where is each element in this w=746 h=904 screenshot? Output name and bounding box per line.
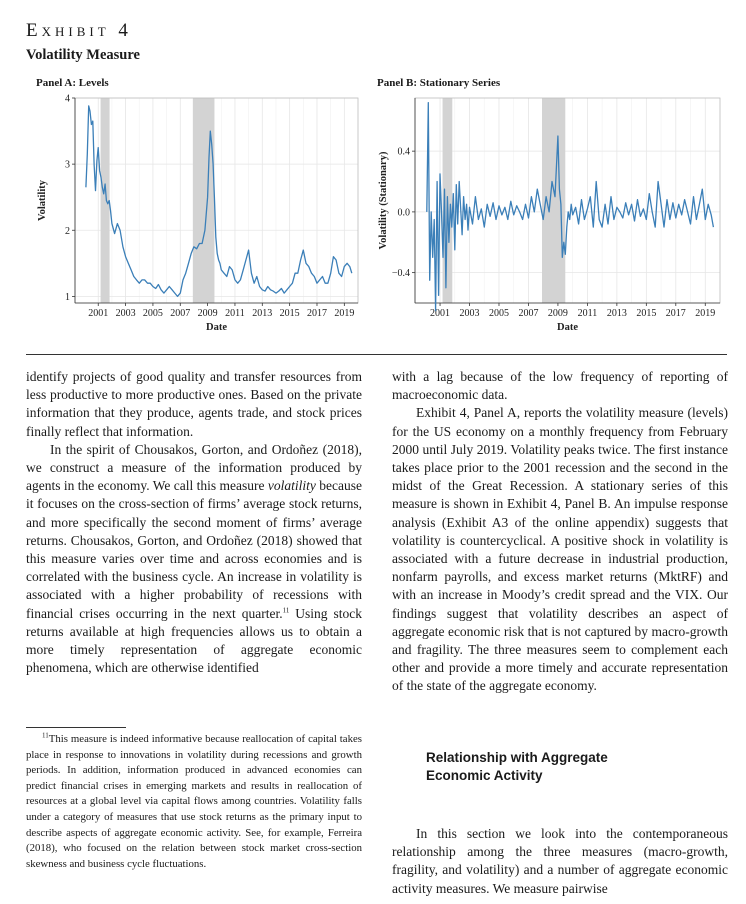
panel-a-y-tick-label: 4 [65,94,70,105]
footnote-rule [26,727,126,728]
volatility-term: volatility [267,478,316,494]
panel-b-y-tick-label: 0.4 [398,147,411,158]
panel-b-y-axis-title: Volatility (Stationary) [378,151,389,249]
panel-a-x-tick-label: 2003 [116,308,136,319]
panel-a-x-tick-label: 2013 [252,308,272,319]
panel-b-x-tick-label: 2009 [548,308,568,319]
panel-b-x-tick-label: 2003 [460,308,480,319]
panel-b-x-tick-label: 2017 [666,308,686,319]
panel-a-x-tick-label: 2011 [225,308,245,319]
panel-a-x-tick-label: 2001 [88,308,108,319]
left-column: identify projects of good quality and tr… [26,368,362,677]
panel-b-x-tick-label: 2019 [695,308,715,319]
panel-a-recession-band [100,98,110,303]
panel-b-x-tick-label: 2015 [636,308,656,319]
panel-b-recession-band [542,98,566,303]
panel-a-y-tick-label: 2 [65,226,70,237]
right-paragraph-2: Exhibit 4, Panel A, reports the volatili… [392,405,728,694]
panel-a-x-tick-label: 2009 [198,308,218,319]
panel-b-y-tick-label: 0.0 [398,207,411,218]
panel-a-series-line [85,105,353,298]
footnote-ref: 11 [282,606,290,615]
panel-b-x-tick-label: 2001 [430,308,450,319]
right-paragraph-3: In this section we look into the contemp… [392,826,728,896]
panel-a-x-tick-label: 2017 [307,308,327,319]
panel-a-x-tick-label: 2007 [170,308,190,319]
exhibit-subtitle: Volatility Measure [26,47,140,63]
right-column: with a lag because of the low frequency … [392,368,728,696]
section-divider [26,354,727,355]
footnote-text: This measure is indeed informative becau… [26,733,362,870]
panel-a-x-tick-label: 2015 [280,308,300,319]
footnote-number: 11 [42,731,49,740]
panel-b-x-axis-title: Date [557,322,578,333]
panel-b-y-tick-label: −0.4 [392,268,410,279]
right-paragraph-1: with a lag because of the low frequency … [392,369,728,403]
panel-a-x-tick-label: 2019 [334,308,354,319]
panel-b-x-tick-label: 2005 [489,308,509,319]
left-paragraph-2: In the spirit of Chousakos, Gorton, and … [26,441,363,676]
panel-a-x-tick-label: 2005 [143,308,163,319]
panel-a-x-axis-title: Date [206,322,227,333]
panel-b-x-tick-label: 2011 [578,308,598,319]
left-paragraph-1: identify projects of good quality and tr… [26,369,362,439]
panel-a-y-tick-label: 1 [65,292,70,303]
exhibit-label: Exhibit 4 [26,20,132,41]
panel-a-chart: 2001 2003 2005 2007 2009 2011 2013 2015 2017 2019… [37,94,359,333]
panel-a-y-tick-label: 3 [65,160,70,171]
panel-a-y-axis-title: Volatility [37,179,48,221]
panel-b-series-line [426,101,715,312]
footnote: 11This measure is indeed informative bec… [26,732,362,872]
panel-b-x-tick-label: 2007 [518,308,538,319]
panel-b-x-tick-label: 2013 [607,308,627,319]
panel-b-title: Panel B: Stationary Series [377,77,501,89]
panel-a-title: Panel A: Levels [36,77,109,89]
right-column-lower: In this section we look into the contemp… [392,825,728,898]
panel-b-chart: 2001 2003 2005 2007 2009 2011 2013 2015 2017 2019… [378,97,721,333]
section-heading: Relationship with Aggregate Economic Act… [426,750,608,783]
